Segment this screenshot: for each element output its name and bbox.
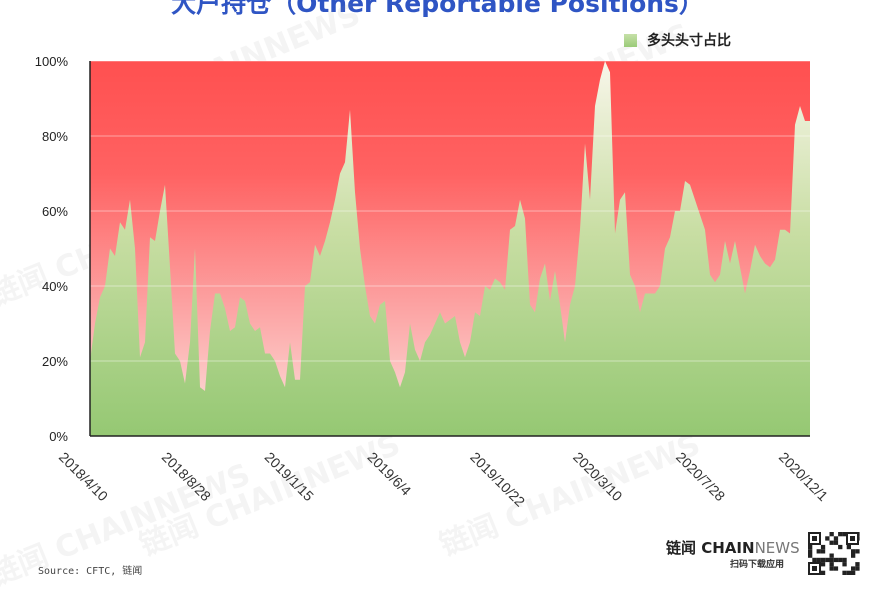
chart-area: 0% 20% 40% 60% 80% 100% 2018/4/10 2018/8/28 201… bbox=[0, 0, 875, 575]
x-tick-label: 2020/3/10 bbox=[570, 449, 626, 505]
y-tick-label: 20% bbox=[42, 354, 68, 369]
brand-logo: 链闻 CHAINNEWS bbox=[666, 537, 800, 558]
brand-cn: 链闻 bbox=[666, 539, 696, 557]
legend: 多头头寸占比 bbox=[624, 30, 731, 50]
legend-label: 多头头寸占比 bbox=[647, 30, 731, 50]
qr-code-icon bbox=[808, 532, 860, 575]
x-tick-label: 2019/10/22 bbox=[467, 449, 528, 510]
brand-subtitle: 扫码下载应用 bbox=[730, 557, 784, 570]
x-tick-label: 2018/8/28 bbox=[159, 449, 215, 505]
x-tick-label: 2020/12/1 bbox=[776, 449, 832, 505]
x-tick-label: 2019/1/15 bbox=[262, 449, 318, 505]
brand-chain: CHAIN bbox=[701, 539, 754, 557]
y-tick-label: 60% bbox=[42, 204, 68, 219]
legend-swatch bbox=[624, 34, 637, 47]
brand-news: NEWS bbox=[755, 539, 800, 557]
x-tick-label: 2019/6/4 bbox=[364, 449, 414, 499]
x-tick-label: 2020/7/28 bbox=[673, 449, 729, 505]
y-tick-label: 40% bbox=[42, 279, 68, 294]
x-tick-label: 2018/4/10 bbox=[56, 449, 112, 505]
y-tick-label: 100% bbox=[35, 54, 69, 69]
y-tick-label: 80% bbox=[42, 129, 68, 144]
y-tick-label: 0% bbox=[49, 429, 68, 444]
